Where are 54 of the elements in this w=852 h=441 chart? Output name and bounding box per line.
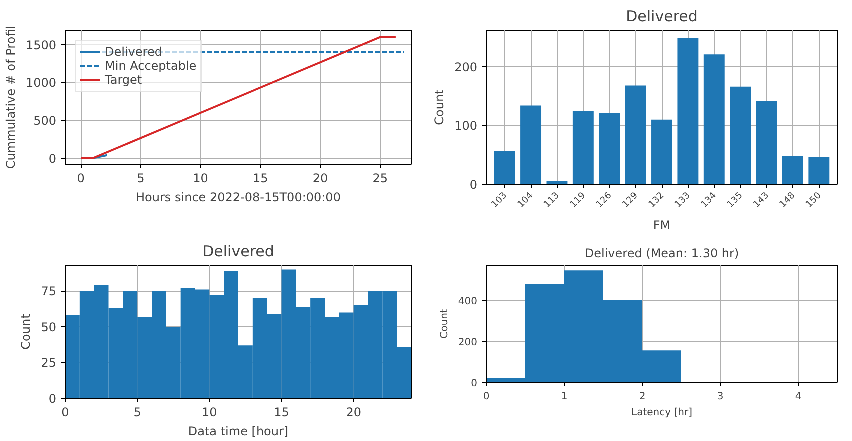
y-tick-label: 100 xyxy=(454,119,478,134)
x-tick-label: 134 xyxy=(700,190,720,210)
x-axis-title: Latency [hr] xyxy=(632,408,693,418)
x-tick-label: 15 xyxy=(274,406,290,420)
x-tick-label: 135 xyxy=(726,191,746,210)
x-tick-label: 1 xyxy=(561,392,568,402)
x-tick-label: 143 xyxy=(752,191,772,210)
x-tick-label: 103 xyxy=(490,191,510,210)
y-tick-label: 200 xyxy=(458,337,478,348)
y-axis-title: Count xyxy=(432,89,447,126)
x-tick-label: 5 xyxy=(137,172,145,186)
x-tick-label: 150 xyxy=(804,190,824,210)
x-tick-label: 15 xyxy=(253,172,268,186)
x-tick-label: 5 xyxy=(134,406,142,420)
chart-title: Delivered (Mean: 1.30 hr) xyxy=(584,246,740,260)
y-tick-label: 50 xyxy=(41,320,57,334)
x-tick-label: 148 xyxy=(778,190,798,210)
y-axis-title: Cummulative # of Profil xyxy=(4,26,18,170)
y-tick-label: 75 xyxy=(41,284,57,299)
legend-label: Target xyxy=(105,73,142,87)
x-tick-label: 2 xyxy=(639,392,646,402)
y-axis-title: Count xyxy=(19,314,34,350)
y-tick-label: 200 xyxy=(454,60,478,74)
chart-title: Delivered xyxy=(202,242,274,260)
x-tick-label: 0 xyxy=(77,172,85,186)
y-tick-label: 500 xyxy=(34,114,56,128)
chart-title: Delivered xyxy=(626,8,698,26)
y-tick-label: 0 xyxy=(471,378,478,390)
x-tick-label: 20 xyxy=(312,172,328,186)
x-axis-title: Data time [hour] xyxy=(188,424,289,438)
x-tick-label: 10 xyxy=(193,172,208,186)
y-tick-label: 25 xyxy=(41,356,57,370)
legend-label: Delivered xyxy=(105,45,162,59)
y-tick-label: 1000 xyxy=(26,76,57,90)
x-tick-label: 10 xyxy=(202,406,218,420)
x-axis-title: Hours since 2022-08-15T00:00:00 xyxy=(136,190,341,204)
x-tick-label: 0 xyxy=(62,406,70,420)
x-tick-label: 132 xyxy=(647,191,667,210)
y-tick-label: 400 xyxy=(458,296,478,308)
x-tick-label: 4 xyxy=(795,392,802,402)
x-tick-label: 3 xyxy=(717,392,724,402)
x-tick-label: 104 xyxy=(516,190,536,210)
y-axis-title: Count xyxy=(439,309,450,339)
x-tick-label: 0 xyxy=(483,392,490,402)
x-tick-label: 133 xyxy=(674,191,693,210)
x-tick-label: 113 xyxy=(542,191,562,210)
legend-label: Min Acceptable xyxy=(105,59,197,73)
x-axis-title: FM xyxy=(653,218,671,233)
y-tick-label: 0 xyxy=(48,152,57,166)
y-tick-label: 1500 xyxy=(26,38,57,52)
x-tick-label: 25 xyxy=(372,172,388,186)
x-tick-label: 20 xyxy=(346,406,362,420)
x-tick-label: 129 xyxy=(621,190,641,210)
x-tick-label: 119 xyxy=(568,190,588,210)
